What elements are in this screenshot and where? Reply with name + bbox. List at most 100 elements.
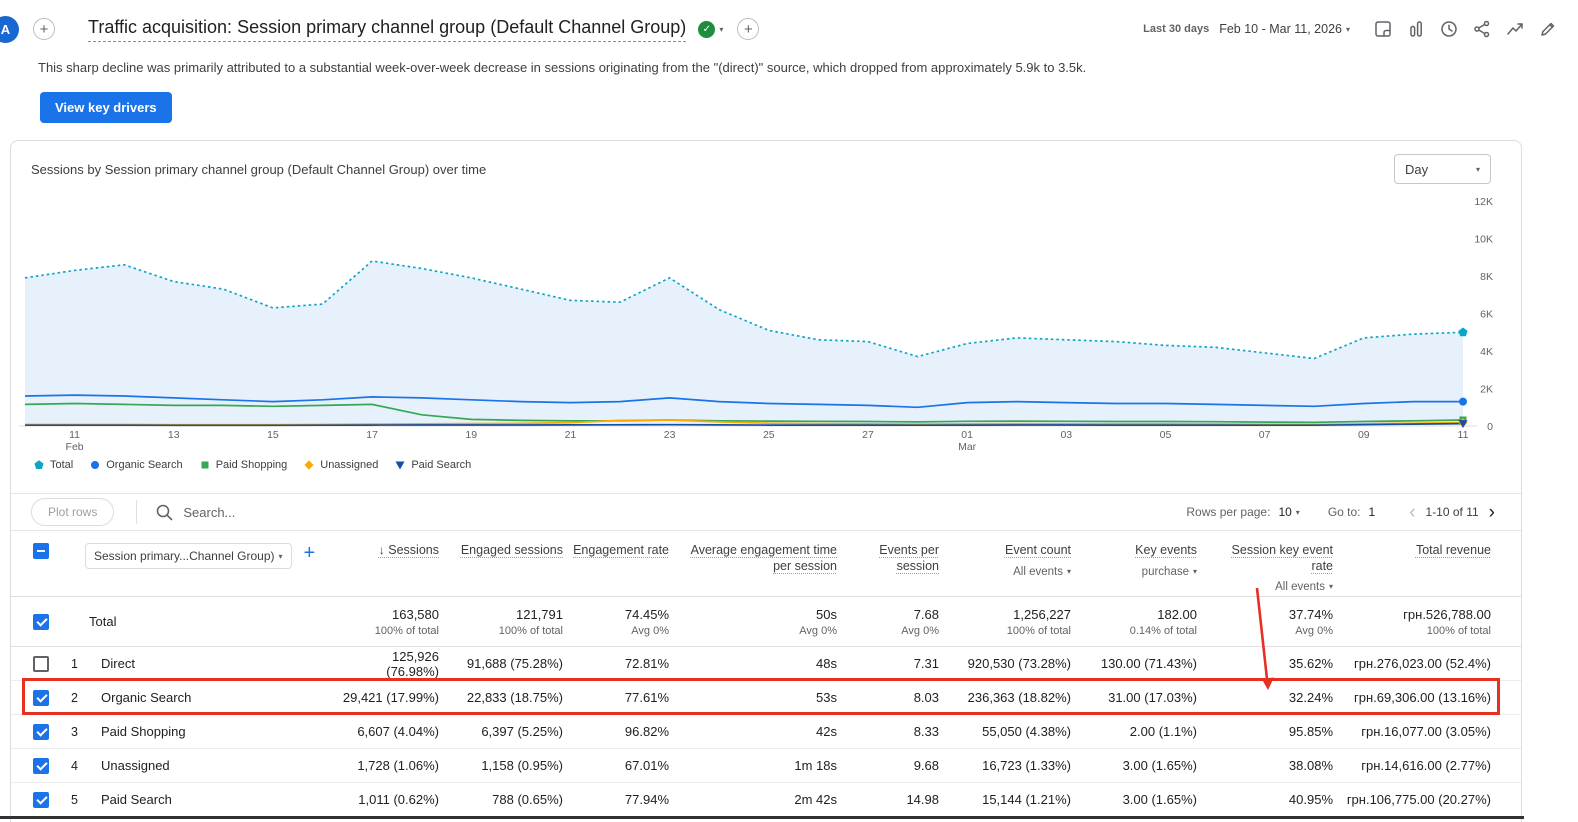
table-row-direct[interactable]: 1 Direct 125,926 (76.98%) 91,688 (75.28%) 72… [11, 647, 1521, 681]
search-input[interactable] [183, 504, 404, 520]
metric-cell-total-revenue: грн.276,023.00 (52.4%) [1354, 656, 1491, 671]
total-cell-key-events: 182.00 0.14% of total [1129, 606, 1197, 637]
column-header-sessions[interactable]: ↓ Sessions [378, 543, 439, 557]
share-icon[interactable] [1465, 13, 1498, 46]
dimension-cell: 5 Paid Search [11, 791, 341, 808]
add-tab-button[interactable]: + [33, 18, 55, 40]
total-cell-average-engagement-time-per-session: 50s Avg 0% [799, 606, 837, 637]
column-header-total-revenue[interactable]: Total revenue [1415, 543, 1491, 557]
granularity-caret-icon: ▾ [1475, 164, 1480, 174]
table-row-unassigned[interactable]: 4 Unassigned 1,728 (1.06%) 1,158 (0.95%) 67.… [11, 749, 1521, 783]
metric-cell-key-events: 130.00 (71.43%) [1100, 656, 1197, 671]
channel-name: Organic Search [101, 690, 192, 705]
add-comparison-button[interactable]: + [737, 18, 760, 40]
metric-cell-average-engagement-time-per-session: 1m 18s [794, 758, 837, 773]
filter-caret-icon: ▾ [1192, 566, 1197, 576]
metric-cell-session-key-event-rate: 38.08% [1288, 758, 1333, 773]
column-header-events-per-session[interactable]: Events per session [879, 543, 939, 573]
dimension-header-cell: Session primary...Channel Group) ▾ + [11, 531, 341, 596]
column-filter-dropdown[interactable]: All events ▾ [1013, 565, 1071, 578]
metric-cell-sessions: 1,728 (1.06%) [357, 758, 439, 773]
granularity-select[interactable]: Day ▾ [1394, 154, 1491, 184]
svg-text:23: 23 [664, 429, 676, 441]
svg-text:17: 17 [366, 429, 378, 441]
add-dimension-button[interactable]: + [303, 542, 316, 564]
chart-legend: Total Organic Search Paid Shopping Unassign… [11, 451, 1521, 479]
granularity-value: Day [1405, 161, 1429, 177]
row-checkbox[interactable] [33, 723, 49, 740]
column-header-session-key-event-rate[interactable]: Session key event rate All events ▾ [1231, 543, 1333, 594]
metric-cell-events-per-session: 9.68 [913, 758, 939, 773]
insights-icon[interactable] [1498, 13, 1531, 46]
svg-text:13: 13 [168, 429, 180, 441]
edit-icon[interactable] [1531, 13, 1564, 46]
table-row-paid-search[interactable]: 5 Paid Search 1,011 (0.62%) 788 (0.65%) 77.9… [11, 783, 1521, 817]
view-key-drivers-button[interactable]: View key drivers [40, 92, 172, 123]
table-row-total[interactable]: Total 163,580 100% of total 121,791 100% of… [11, 597, 1521, 647]
metric-cell-sessions: 29,421 (17.99%) [342, 690, 439, 705]
metric-cell-engaged-sessions: 6,397 (5.25%) [481, 724, 563, 739]
rows-per-page-value[interactable]: 10 [1278, 505, 1292, 519]
total-row-checkbox[interactable] [33, 613, 49, 630]
metric-cell-total-revenue: грн.69,306.00 (13.16%) [1354, 690, 1491, 705]
dimension-cell: 1 Direct [11, 655, 341, 672]
note-icon[interactable] [1366, 13, 1399, 46]
report-title[interactable]: Traffic acquisition: Session primary cha… [88, 17, 687, 42]
row-checkbox[interactable] [33, 791, 49, 808]
row-checkbox[interactable] [33, 655, 49, 672]
chart-header: Sessions by Session primary channel grou… [11, 141, 1521, 197]
page-next-button[interactable]: › [1488, 501, 1495, 523]
clock-icon[interactable] [1432, 13, 1465, 46]
total-cell-sessions: 163,580 100% of total [374, 606, 439, 637]
svg-text:15: 15 [267, 429, 279, 441]
svg-text:Mar: Mar [958, 441, 977, 451]
account-avatar[interactable]: A [0, 15, 19, 43]
column-filter-dropdown[interactable]: All events ▾ [1275, 581, 1333, 594]
cta-row: View key drivers [0, 80, 1578, 126]
search-box[interactable] [155, 503, 404, 521]
row-number: 4 [71, 758, 78, 773]
page-prev-button[interactable]: ‹ [1409, 501, 1416, 523]
comparison-icon[interactable] [1399, 13, 1432, 46]
total-cell-total-revenue: грн.526,788.00 100% of total [1403, 606, 1491, 637]
column-header-engagement-rate[interactable]: Engagement rate [573, 543, 669, 557]
plot-rows-button[interactable]: Plot rows [31, 498, 115, 526]
badge-caret-icon[interactable]: ▾ [719, 24, 724, 34]
legend-item-paid-shopping: Paid Shopping [199, 459, 287, 471]
svg-text:Feb: Feb [66, 441, 84, 451]
topbar: A + Traffic acquisition: Session primary… [0, 0, 1578, 58]
metric-cell-total-revenue: грн.16,077.00 (3.05%) [1361, 724, 1491, 739]
column-header-key-events[interactable]: Key events purchase ▾ [1135, 543, 1197, 578]
dimension-cell: 3 Paid Shopping [11, 723, 341, 740]
insight-text: This sharp decline was primarily attribu… [38, 60, 1087, 75]
column-header-engaged-sessions[interactable]: Engaged sessions [460, 543, 563, 557]
total-label: Total [89, 614, 117, 629]
select-all-checkbox[interactable] [33, 543, 49, 559]
column-filter-dropdown[interactable]: purchase ▾ [1141, 565, 1197, 578]
table-row-paid-shopping[interactable]: 3 Paid Shopping 6,607 (4.04%) 6,397 (5.25%)… [11, 715, 1521, 749]
legend-item-total: Total [33, 459, 73, 471]
metric-cell-engagement-rate: 67.01% [624, 758, 669, 773]
date-range-label: Last 30 days [1143, 23, 1210, 35]
plus-icon: + [39, 20, 49, 38]
metric-cell-engagement-rate: 96.82% [624, 724, 669, 739]
row-checkbox[interactable] [33, 757, 49, 774]
total-cell-event-count: 1,256,227 100% of total [1006, 606, 1071, 637]
date-range-value[interactable]: Feb 10 - Mar 11, 2026 [1219, 22, 1342, 36]
screen-edge-line [0, 816, 1524, 819]
column-header-average-engagement-time-per-session[interactable]: Average engagement time per session [690, 543, 837, 573]
check-icon: ✓ [702, 23, 711, 35]
dimension-selector[interactable]: Session primary...Channel Group) ▾ [85, 543, 292, 569]
svg-text:25: 25 [763, 429, 775, 441]
rows-per-page-caret-icon[interactable]: ▾ [1295, 507, 1300, 517]
date-range-caret-icon[interactable]: ▾ [1345, 24, 1350, 34]
total-dimension-cell: Total [11, 613, 341, 630]
legend-item-unassigned: Unassigned [303, 459, 378, 471]
table-row-organic-search[interactable]: 2 Organic Search 29,421 (17.99%) 22,833 (18… [11, 681, 1521, 715]
channel-name: Direct [101, 656, 135, 671]
go-to-value[interactable]: 1 [1368, 505, 1376, 519]
column-header-event-count[interactable]: Event count All events ▾ [1004, 543, 1071, 578]
row-checkbox[interactable] [33, 689, 49, 706]
metric-cell-average-engagement-time-per-session: 48s [816, 656, 837, 671]
